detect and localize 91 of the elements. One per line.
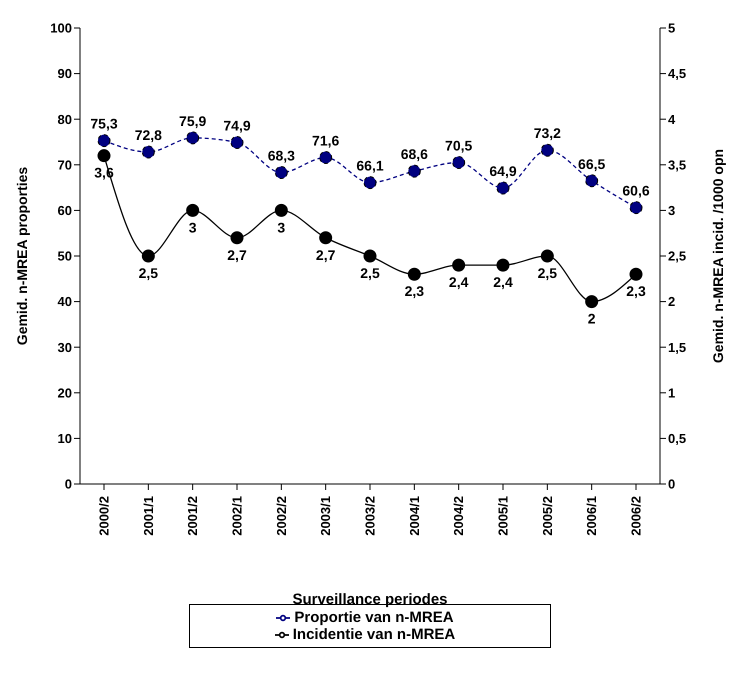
data-label: 2,5 — [360, 265, 380, 281]
data-label: 71,6 — [312, 132, 340, 149]
point — [319, 231, 332, 244]
y-tick-label: 50 — [58, 248, 72, 264]
point — [452, 156, 466, 170]
data-label: 74,9 — [223, 117, 251, 134]
point — [630, 201, 642, 214]
data-label: 2 — [588, 310, 596, 327]
point — [186, 131, 200, 144]
point — [364, 250, 376, 262]
y2-tick-label: 3,5 — [668, 157, 686, 172]
point — [274, 166, 288, 180]
data-label: 2,4 — [493, 274, 513, 290]
point — [186, 204, 200, 217]
data-label: 70,5 — [445, 138, 473, 154]
x-tick-label: 2001/1 — [140, 496, 156, 536]
y2-tick-label: 3 — [668, 203, 676, 218]
x-tick-label: 2005/1 — [496, 496, 510, 536]
data-label: 3 — [188, 219, 197, 236]
x-tick-label: 2002/1 — [230, 496, 244, 536]
data-label: 2,5 — [538, 265, 558, 281]
point — [274, 204, 288, 217]
point — [452, 258, 466, 272]
data-label: 66,1 — [356, 158, 384, 174]
data-label: 75,3 — [90, 116, 118, 132]
x-axis-title: Surveillance periodes — [292, 591, 448, 608]
y-tick-label: 20 — [58, 385, 72, 400]
point — [630, 268, 642, 281]
y-tick-label: 60 — [58, 203, 72, 218]
point — [496, 182, 510, 195]
y-tick-label: 0 — [64, 476, 72, 492]
data-label: 68,3 — [268, 148, 296, 164]
y-tick-label: 100 — [50, 20, 72, 36]
data-label: 60,6 — [622, 182, 650, 199]
x-tick-label: 2000/2 — [96, 496, 112, 536]
x-tick-label: 2001/2 — [185, 496, 200, 536]
x-tick-label: 2006/1 — [584, 496, 600, 536]
y-tick-label: 10 — [58, 431, 72, 446]
data-label: 3 — [277, 219, 286, 236]
y2-tick-label: 0 — [668, 476, 676, 492]
point — [98, 149, 110, 162]
data-label: 75,9 — [179, 112, 207, 129]
y-tick-label: 30 — [58, 340, 72, 355]
data-label: 72,8 — [134, 127, 162, 144]
y-tick-label: 70 — [58, 157, 72, 172]
y2-tick-label: 1,5 — [668, 340, 686, 355]
data-label: 73,2 — [534, 125, 562, 142]
data-label: 64,9 — [489, 163, 517, 180]
y2-tick-label: 4 — [668, 112, 676, 127]
point — [540, 250, 554, 262]
y2-tick-label: 5 — [668, 20, 676, 36]
x-tick-label: 2005/2 — [540, 496, 555, 536]
point — [408, 268, 421, 281]
x-tick-label: 2003/2 — [362, 496, 378, 536]
y-tick-label: 80 — [58, 112, 72, 127]
x-tick-label: 2004/1 — [406, 496, 422, 536]
y2-tick-label: 2,5 — [668, 248, 686, 264]
x-tick-label: 2006/2 — [628, 496, 644, 536]
point — [142, 250, 155, 262]
data-label: 2,3 — [626, 283, 646, 300]
data-label: 66,5 — [578, 156, 606, 172]
y2-tick-label: 0,5 — [668, 431, 686, 446]
point — [319, 151, 332, 164]
data-label: 68,6 — [400, 146, 428, 162]
y2-axis-title: Gemid. n-MREA incid. /1000 opn — [710, 148, 726, 364]
point — [496, 258, 510, 272]
point — [585, 174, 598, 188]
y2-tick-label: 2 — [668, 294, 676, 310]
legend-label: Proportie van n-MREA — [294, 609, 454, 626]
y2-tick-label: 4,5 — [668, 66, 686, 82]
point — [408, 164, 421, 178]
point — [230, 231, 244, 244]
point — [585, 295, 598, 308]
data-label: 2,3 — [404, 283, 424, 300]
x-tick-label: 2004/2 — [451, 496, 466, 536]
point — [364, 176, 376, 190]
x-tick-label: 2002/2 — [274, 496, 289, 536]
y-axis-title: Gemid. n-MREA proporties — [14, 166, 30, 346]
data-label: 2,4 — [448, 274, 469, 290]
point — [230, 136, 244, 149]
data-label: 2,7 — [316, 246, 336, 263]
y2-tick-label: 1 — [668, 385, 676, 400]
point — [540, 144, 554, 157]
point — [142, 146, 155, 159]
data-label: 2,7 — [227, 246, 247, 263]
point — [98, 134, 110, 148]
y-tick-label: 90 — [58, 66, 72, 82]
legend-label: Incidentie van n-MREA — [292, 626, 456, 643]
data-label: 2,5 — [138, 265, 158, 281]
x-tick-label: 2003/1 — [318, 496, 334, 536]
y-tick-label: 40 — [58, 294, 72, 310]
